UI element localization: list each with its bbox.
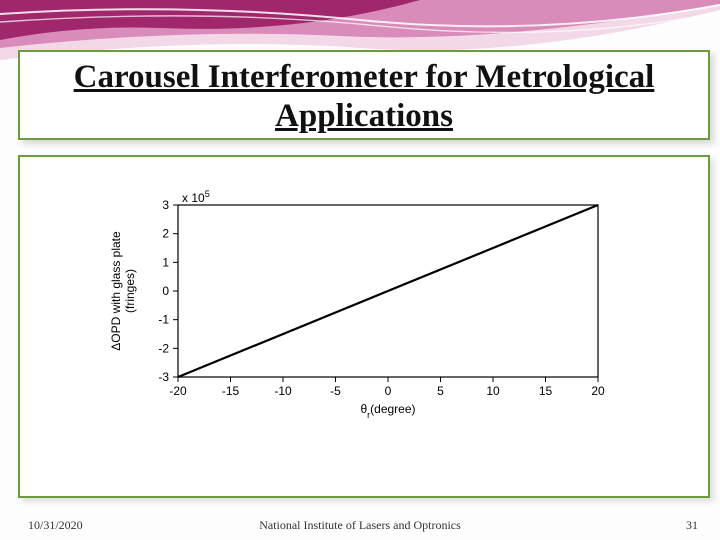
footer-page-number: 31 (686, 518, 698, 533)
svg-text:θr(degree): θr(degree) (360, 402, 415, 420)
svg-text:3: 3 (162, 198, 169, 212)
content-box: -20-15-10-505101520-3-2-10123x 105θr(deg… (18, 155, 710, 498)
svg-text:15: 15 (539, 384, 553, 398)
svg-text:(fringes): (fringes) (123, 269, 137, 313)
slide: Carousel Interferometer for Metrological… (0, 0, 720, 540)
title-box: Carousel Interferometer for Metrological… (18, 50, 710, 140)
slide-title: Carousel Interferometer for Metrological… (24, 58, 704, 136)
footer-institution: National Institute of Lasers and Optroni… (0, 518, 720, 533)
svg-text:5: 5 (437, 384, 444, 398)
footer: 10/31/2020 National Institute of Lasers … (0, 510, 720, 540)
svg-text:x 105: x 105 (182, 189, 210, 205)
svg-text:-1: -1 (158, 313, 169, 327)
svg-text:0: 0 (162, 284, 169, 298)
chart-area: -20-15-10-505101520-3-2-10123x 105θr(deg… (90, 185, 630, 425)
line-chart: -20-15-10-505101520-3-2-10123x 105θr(deg… (90, 185, 630, 425)
svg-text:-3: -3 (158, 370, 169, 384)
svg-text:2: 2 (162, 227, 169, 241)
svg-text:-5: -5 (330, 384, 341, 398)
svg-text:-15: -15 (222, 384, 240, 398)
svg-text:1: 1 (162, 255, 169, 269)
svg-text:ΔOPD with glass plate: ΔOPD with glass plate (109, 231, 123, 351)
svg-text:-20: -20 (169, 384, 187, 398)
svg-text:-10: -10 (274, 384, 292, 398)
svg-text:0: 0 (385, 384, 392, 398)
svg-text:20: 20 (591, 384, 605, 398)
svg-text:-2: -2 (158, 341, 169, 355)
svg-text:10: 10 (486, 384, 500, 398)
